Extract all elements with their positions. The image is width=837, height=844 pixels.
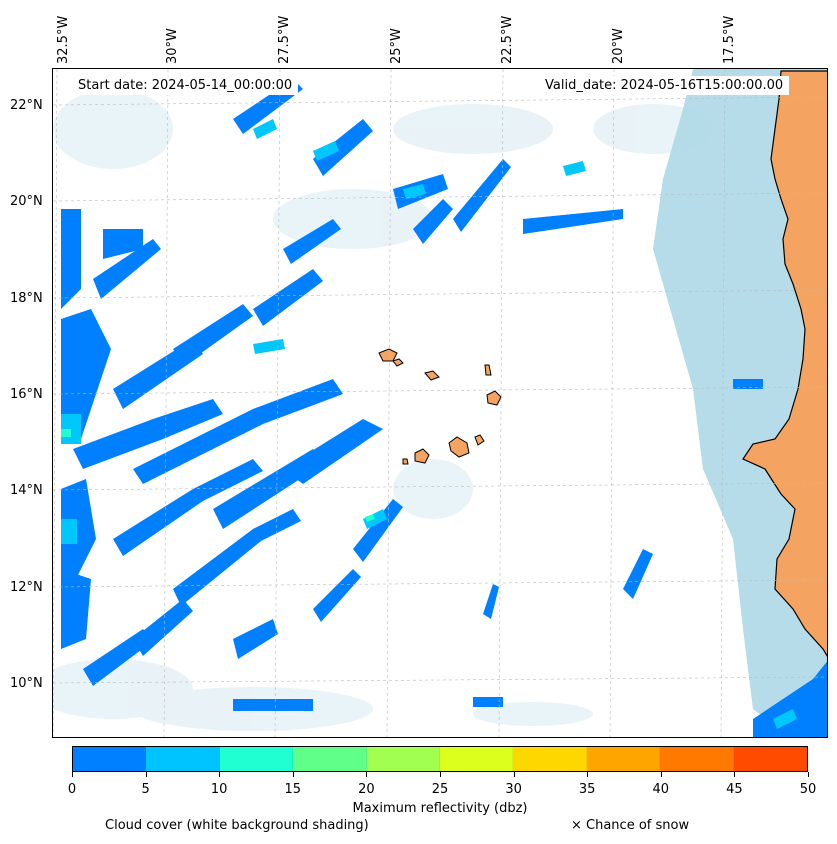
colorbar-tick-label: 40: [652, 782, 670, 797]
colorbar-segment: [586, 747, 661, 771]
colorbar-segment: [293, 747, 367, 771]
lon-label: 20°W: [611, 28, 626, 64]
lon-label: 27.5°W: [277, 15, 292, 64]
colorbar-tick-label: 15: [284, 782, 302, 797]
colorbar-segment: [219, 747, 294, 771]
africa-landmass: [742, 70, 827, 657]
lon-label: 17.5°W: [722, 15, 737, 64]
gridlines: [53, 69, 827, 737]
colorbar-tick-mark: [145, 772, 147, 777]
colorbar-tick-mark: [440, 772, 441, 777]
colorbar-tick-mark: [513, 772, 515, 777]
reflectivity-colorbar: [72, 746, 808, 772]
valid-date-label: Valid_date: 2024-05-16T15:00:00.00: [539, 76, 790, 95]
colorbar-tick-mark: [808, 772, 809, 777]
colorbar-tick-mark: [366, 772, 368, 777]
cloud-cover-note: Cloud cover (white background shading): [105, 818, 369, 833]
colorbar-tick-mark: [587, 772, 589, 777]
colorbar-tick-mark: [292, 772, 294, 777]
lat-label: 16°N: [10, 387, 43, 402]
lon-label: 30°W: [165, 28, 180, 64]
colorbar-tick-label: 35: [578, 782, 596, 797]
cape-verde-islands: [378, 348, 502, 465]
colorbar-tick-label: 30: [505, 782, 522, 797]
start-date-label: Start date: 2024-05-14_00:00:00: [72, 76, 299, 95]
colorbar-tick-label: 10: [210, 782, 228, 797]
colorbar-tick-mark: [72, 772, 73, 777]
colorbar-segment: [733, 747, 808, 771]
lat-label: 20°N: [10, 194, 43, 209]
lon-label: 25°W: [389, 28, 404, 64]
reflectivity-0-10: [61, 79, 827, 737]
colorbar-tick-label: 5: [141, 782, 150, 797]
colorbar-tick-label: 20: [358, 782, 375, 797]
lat-label: 14°N: [10, 483, 43, 498]
colorbar-segment: [73, 747, 147, 771]
colorbar-tick-mark: [660, 772, 662, 777]
colorbar-tick-mark: [734, 772, 736, 777]
colorbar-tick-label: 50: [799, 782, 817, 797]
map-canvas: [53, 69, 827, 737]
colorbar-segment: [366, 747, 441, 771]
colorbar-title: Maximum reflectivity (dbz): [352, 801, 528, 816]
colorbar-tick-label: 25: [431, 782, 449, 797]
colorbar-segment: [513, 747, 587, 771]
lat-label: 22°N: [10, 98, 43, 113]
map-area[interactable]: [52, 68, 828, 738]
lat-label: 10°N: [10, 676, 43, 691]
colorbar-tick-label: 0: [67, 782, 77, 797]
colorbar-segment: [146, 747, 220, 771]
reflectivity-15-20: [61, 429, 375, 522]
colorbar-tick-label: 45: [726, 782, 743, 797]
cloud-cover-shading: [53, 89, 713, 731]
colorbar-segment: [440, 747, 514, 771]
colorbar-segment: [660, 747, 734, 771]
lon-label: 22.5°W: [500, 15, 515, 64]
lon-label: 32.5°W: [56, 15, 71, 64]
lat-label: 18°N: [10, 291, 43, 306]
lat-label: 12°N: [10, 580, 43, 595]
snow-note: × Chance of snow: [571, 818, 690, 833]
reflectivity-10-15: [61, 119, 797, 729]
colorbar-tick-mark: [219, 772, 221, 777]
